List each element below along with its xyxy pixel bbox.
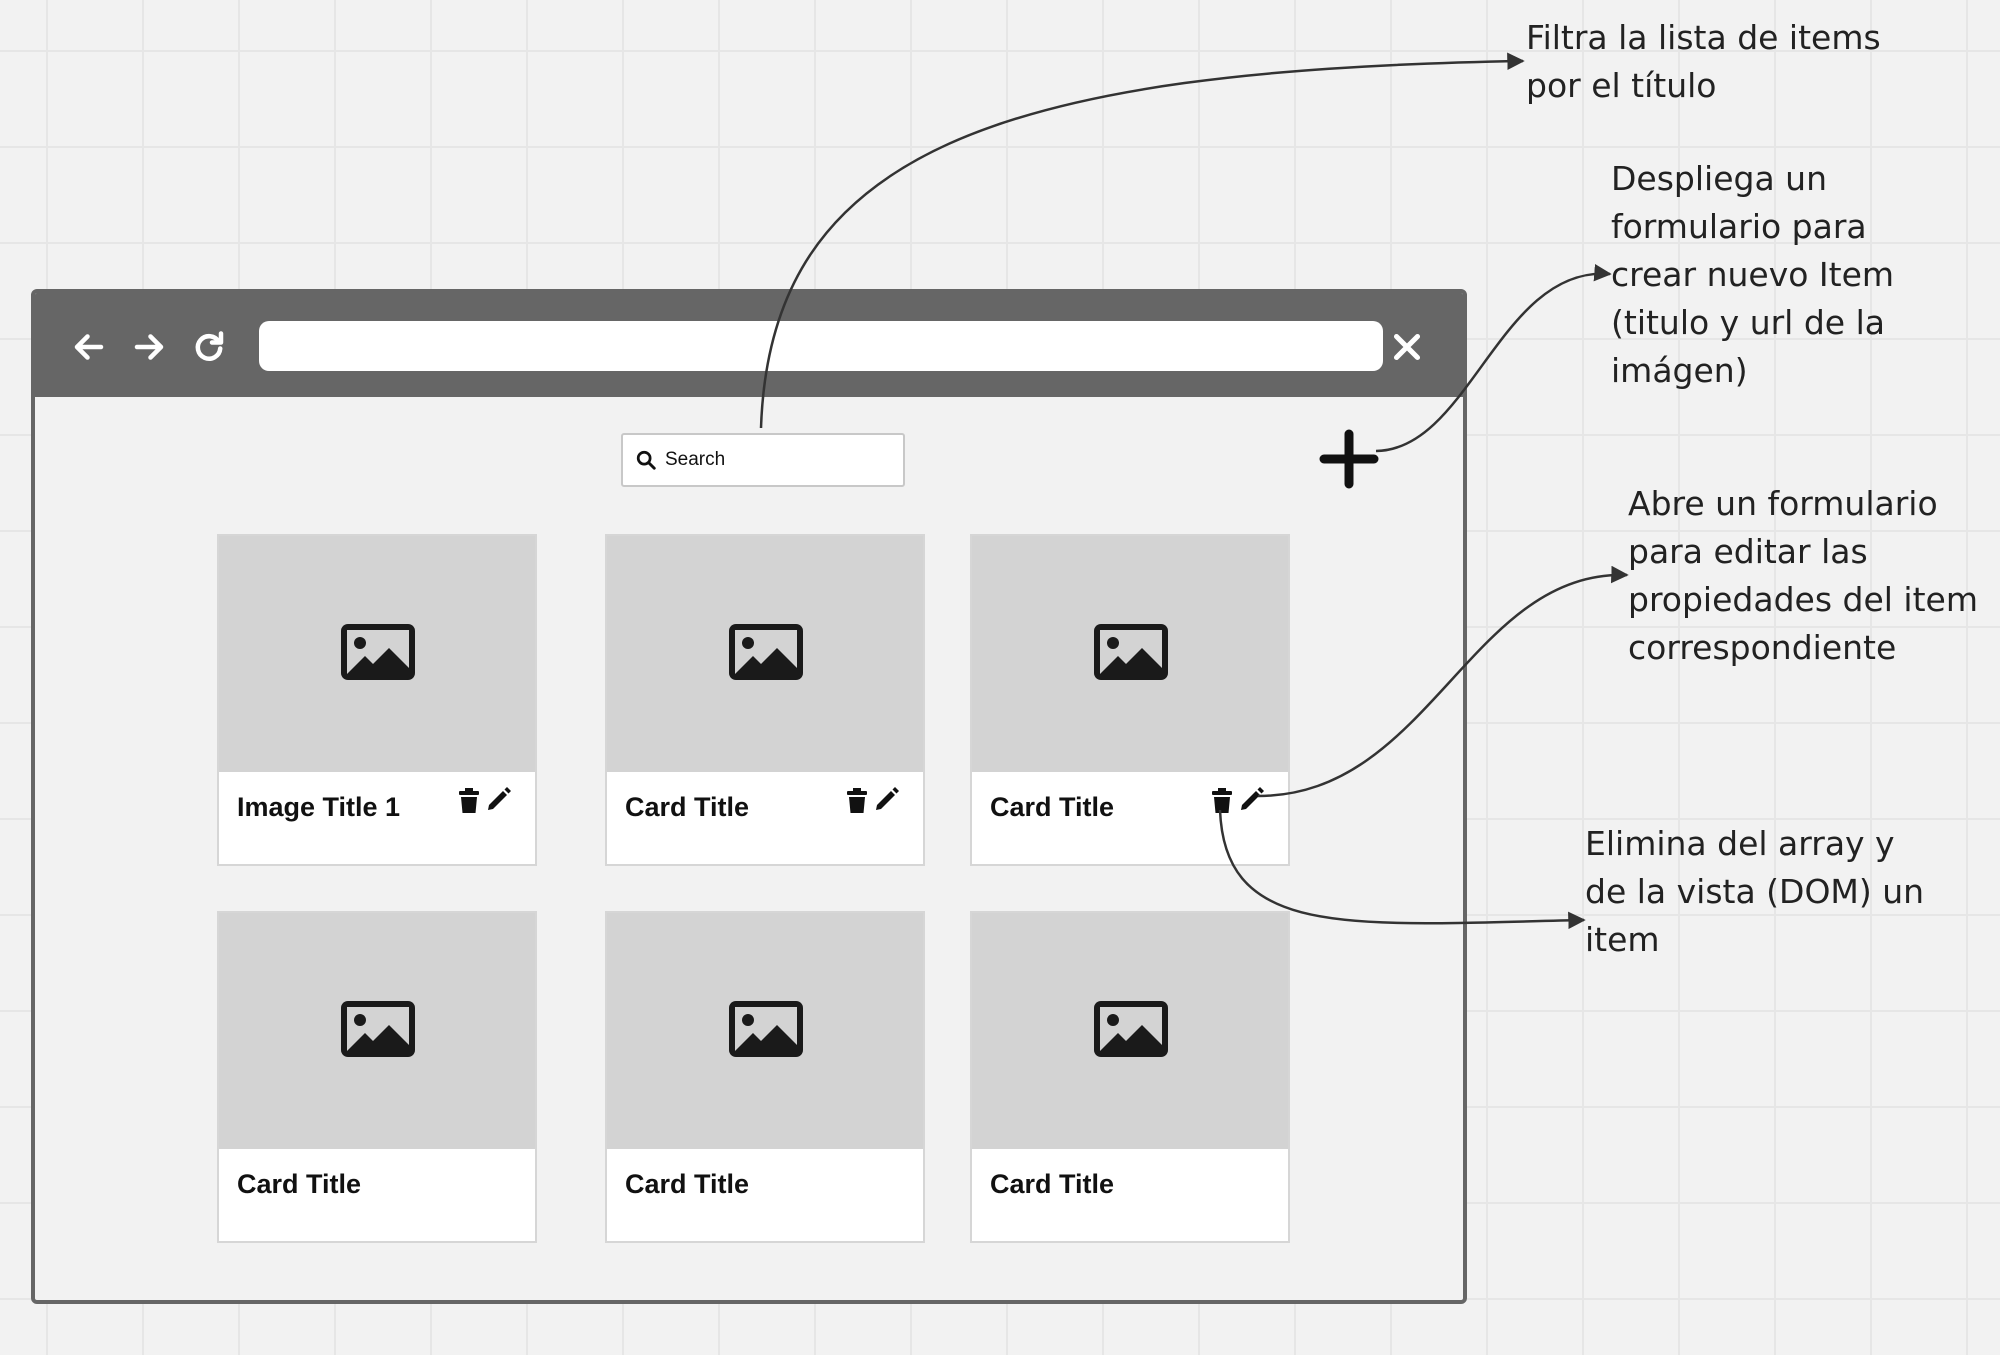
image-icon <box>1092 622 1170 682</box>
back-button[interactable] <box>71 329 107 365</box>
image-icon <box>727 999 805 1059</box>
delete-icon[interactable] <box>846 788 868 814</box>
card-image <box>972 536 1288 772</box>
annotation-create: Despliega un formulario para crear nuevo… <box>1611 155 1894 395</box>
search-input[interactable]: Search <box>621 433 905 487</box>
annotation-line: correspondiente <box>1628 628 1897 667</box>
annotation-line: Filtra la lista de items <box>1526 18 1881 57</box>
annotation-line: por el título <box>1526 66 1717 105</box>
annotation-line: formulario para <box>1611 207 1867 246</box>
browser-toolbar <box>35 293 1463 397</box>
card[interactable]: Card Title <box>217 911 537 1243</box>
annotation-line: para editar las <box>1628 532 1868 571</box>
annotation-line: Abre un formulario <box>1628 484 1938 523</box>
card-title: Card Title <box>625 792 750 822</box>
card-image <box>972 913 1288 1149</box>
search-icon <box>635 449 657 471</box>
card-title: Card Title <box>990 1169 1115 1199</box>
add-item-button[interactable] <box>1319 429 1379 489</box>
card-image <box>219 536 535 772</box>
annotation-filter: Filtra la lista de items por el título <box>1526 14 1881 110</box>
card-title: Card Title <box>237 1169 362 1199</box>
arrow-right-icon <box>134 334 164 360</box>
card[interactable]: Card Title <box>605 911 925 1243</box>
annotation-line: de la vista (DOM) un <box>1585 872 1925 911</box>
card-image <box>219 913 535 1149</box>
edit-icon[interactable] <box>1239 786 1265 812</box>
close-icon <box>1393 333 1421 361</box>
delete-icon[interactable] <box>1211 788 1233 814</box>
forward-button[interactable] <box>131 329 167 365</box>
card-title: Image Title 1 <box>237 792 401 822</box>
close-button[interactable] <box>1389 329 1425 365</box>
card[interactable]: Card Title <box>970 534 1290 866</box>
annotation-line: crear nuevo Item <box>1611 255 1895 294</box>
card-image <box>607 913 923 1149</box>
annotation-edit: Abre un formulario para editar las propi… <box>1628 480 1978 672</box>
annotation-line: propiedades del item <box>1628 580 1978 619</box>
arrow-left-icon <box>74 334 104 360</box>
annotation-line: Despliega un <box>1611 159 1827 198</box>
plus-icon <box>1319 429 1379 489</box>
annotation-line: (titulo y url de la <box>1611 303 1885 342</box>
edit-icon[interactable] <box>874 786 900 812</box>
annotation-line: imágen) <box>1611 351 1748 390</box>
refresh-icon <box>195 331 224 361</box>
image-icon <box>727 622 805 682</box>
card-image <box>607 536 923 772</box>
annotation-delete: Elimina del array y de la vista (DOM) un… <box>1585 820 1924 964</box>
card-title: Card Title <box>625 1169 750 1199</box>
address-bar[interactable] <box>259 321 1383 371</box>
card[interactable]: Image Title 1 <box>217 534 537 866</box>
edit-icon[interactable] <box>486 786 512 812</box>
image-icon <box>339 999 417 1059</box>
browser-window: Search Image Title 1 Card Title Card Title… <box>31 289 1467 1304</box>
delete-icon[interactable] <box>458 788 480 814</box>
image-icon <box>339 622 417 682</box>
card[interactable]: Card Title <box>605 534 925 866</box>
annotation-line: item <box>1585 920 1660 959</box>
image-icon <box>1092 999 1170 1059</box>
search-placeholder: Search <box>665 449 726 470</box>
annotation-line: Elimina del array y <box>1585 824 1895 863</box>
card[interactable]: Card Title <box>970 911 1290 1243</box>
card-title: Card Title <box>990 792 1115 822</box>
refresh-button[interactable] <box>191 329 227 365</box>
